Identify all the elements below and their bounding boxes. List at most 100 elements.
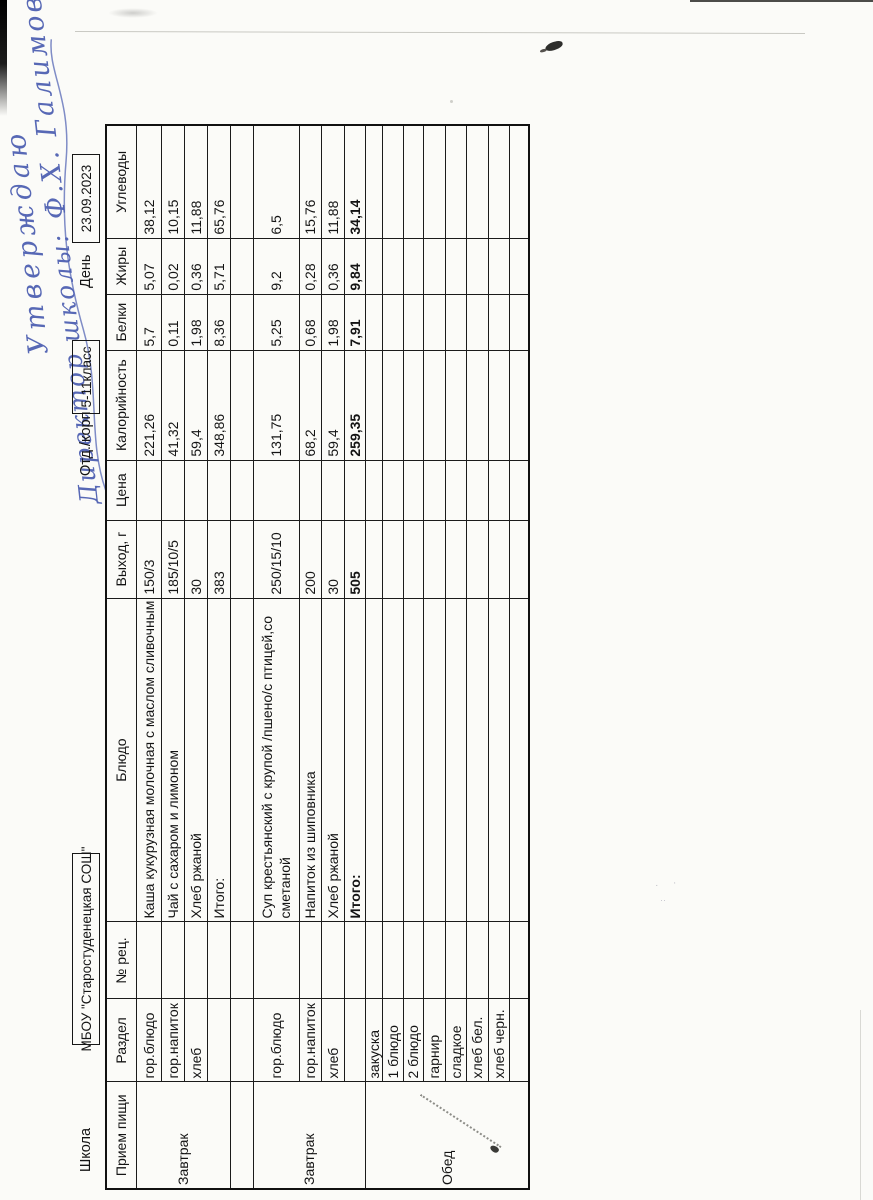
- empty-cell: [230, 520, 253, 599]
- empty-cell: [382, 460, 403, 521]
- empty-cell: [466, 238, 488, 295]
- carbs-cell: 11,88: [184, 125, 207, 239]
- empty-cell: [382, 922, 403, 999]
- empty-cell: [466, 460, 488, 521]
- fat-cell: 0,36: [184, 238, 207, 295]
- dish-cell: Суп крестьянский с крупой /пшено/с птице…: [253, 598, 299, 922]
- empty-cell: [423, 598, 445, 922]
- empty-cell: [445, 460, 466, 521]
- fat-cell: 9,84: [344, 238, 365, 295]
- output-cell: 150/3: [136, 520, 161, 599]
- section-cell: [344, 999, 365, 1082]
- total-label-cell: Итого:: [344, 598, 365, 922]
- empty-cell: [230, 1082, 253, 1189]
- school-label: Школа: [78, 1127, 94, 1172]
- empty-cell: [466, 294, 488, 351]
- empty-cell: [423, 350, 445, 461]
- empty-cell: [382, 350, 403, 461]
- price-cell: [344, 460, 365, 521]
- calories-cell: 259,35: [344, 350, 365, 461]
- output-cell: 505: [344, 520, 365, 599]
- meal-cell-lunch: Обед: [365, 1082, 529, 1189]
- empty-cell: [423, 125, 445, 239]
- empty-cell: [509, 350, 529, 461]
- section-cell: гор.блюдо: [136, 999, 161, 1082]
- section-cell: гарнир: [423, 999, 445, 1082]
- meal-cell-breakfast-1: Завтрак: [136, 1082, 230, 1189]
- recipe-cell: [161, 922, 184, 999]
- empty-cell: [365, 598, 382, 922]
- empty-row: [509, 125, 529, 1189]
- price-cell: [253, 460, 299, 521]
- empty-cell: [488, 238, 509, 295]
- empty-cell: [230, 922, 253, 999]
- protein-cell: 1,98: [184, 294, 207, 351]
- fat-cell: 0,28: [299, 238, 321, 295]
- empty-cell: [382, 598, 403, 922]
- empty-cell: [488, 922, 509, 999]
- carbs-cell: 65,76: [207, 125, 230, 239]
- fat-cell: 5,71: [207, 238, 230, 295]
- empty-cell: [509, 294, 529, 351]
- carbs-cell: 34,14: [344, 125, 365, 239]
- table-row: хлеб Хлеб ржаной 30 59,4 1,98 0,36 11,88: [184, 125, 207, 1189]
- output-cell: 30: [184, 520, 207, 599]
- calories-cell: 59,4: [321, 350, 344, 461]
- empty-cell: [365, 238, 382, 295]
- carbs-cell: 11,88: [321, 125, 344, 239]
- price-cell: [184, 460, 207, 521]
- dish-cell: Каша кукурузная молочная с маслом сливоч…: [136, 598, 161, 922]
- empty-cell: [466, 125, 488, 239]
- table-row: хлеб черн.: [488, 125, 509, 1189]
- section-cell: хлеб черн.: [488, 999, 509, 1082]
- recipe-cell: [299, 922, 321, 999]
- meal-cell-breakfast-2: Завтрак: [253, 1082, 365, 1189]
- day-label: День: [78, 254, 94, 288]
- col-header-calories: Калорийность: [106, 350, 136, 461]
- section-cell: 1 блюдо: [382, 999, 403, 1082]
- output-cell: 250/15/10: [253, 520, 299, 599]
- table-row-total: Итого: 383 348,86 8,36 5,71 65,76: [207, 125, 230, 1189]
- empty-cell: [466, 350, 488, 461]
- empty-cell: [509, 520, 529, 599]
- col-header-price: Цена: [106, 460, 136, 521]
- empty-cell: [403, 294, 423, 351]
- empty-cell: [509, 125, 529, 239]
- department-label: Отд./корп: [78, 411, 94, 476]
- empty-cell: [230, 125, 253, 239]
- recipe-cell: [136, 922, 161, 999]
- recipe-cell: [207, 922, 230, 999]
- menu-table: Прием пищи Раздел № рец. Блюдо Выход, г …: [105, 124, 530, 1190]
- empty-cell: [423, 460, 445, 521]
- empty-cell: [488, 125, 509, 239]
- empty-cell: [509, 922, 529, 999]
- empty-cell: [382, 125, 403, 239]
- empty-row: [230, 125, 253, 1189]
- price-cell: [321, 460, 344, 521]
- section-cell: [207, 999, 230, 1082]
- empty-cell: [230, 999, 253, 1082]
- calories-cell: 68,2: [299, 350, 321, 461]
- calories-cell: 348,86: [207, 350, 230, 461]
- table-row: гор.напиток Чай с сахаром и лимоном 185/…: [161, 125, 184, 1189]
- protein-cell: 0,68: [299, 294, 321, 351]
- empty-cell: [488, 598, 509, 922]
- section-cell: сладкое: [445, 999, 466, 1082]
- empty-cell: [445, 350, 466, 461]
- dish-cell: Хлеб ржаной: [184, 598, 207, 922]
- empty-cell: [382, 520, 403, 599]
- empty-cell: [445, 598, 466, 922]
- col-header-section: Раздел: [106, 999, 136, 1082]
- empty-cell: [365, 294, 382, 351]
- dish-cell: Чай с сахаром и лимоном: [161, 598, 184, 922]
- table-row: 1 блюдо: [382, 125, 403, 1189]
- fat-cell: 9,2: [253, 238, 299, 295]
- empty-cell: [365, 125, 382, 239]
- empty-cell: [403, 598, 423, 922]
- fat-cell: 0,02: [161, 238, 184, 295]
- col-header-output: Выход, г: [106, 520, 136, 599]
- empty-cell: [466, 598, 488, 922]
- calories-cell: 59,4: [184, 350, 207, 461]
